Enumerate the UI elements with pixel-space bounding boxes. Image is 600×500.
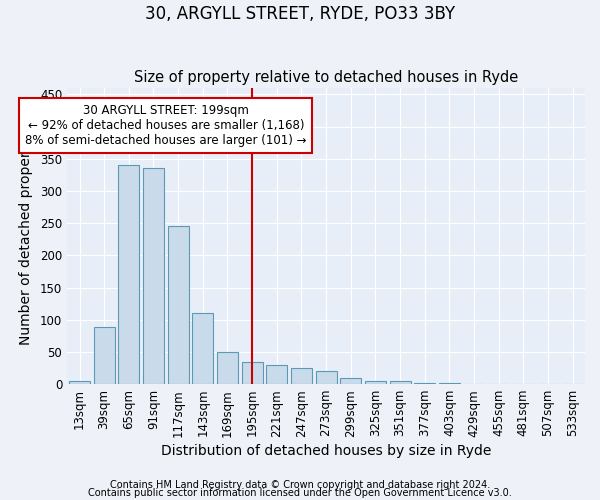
Text: Contains public sector information licensed under the Open Government Licence v3: Contains public sector information licen… [88, 488, 512, 498]
Text: 30 ARGYLL STREET: 199sqm
← 92% of detached houses are smaller (1,168)
8% of semi: 30 ARGYLL STREET: 199sqm ← 92% of detach… [25, 104, 307, 147]
Bar [365, 381, 386, 384]
Bar [291, 368, 312, 384]
Bar [193, 314, 213, 384]
Bar [69, 381, 90, 384]
Text: 30, ARGYLL STREET, RYDE, PO33 3BY: 30, ARGYLL STREET, RYDE, PO33 3BY [145, 5, 455, 23]
Title: Size of property relative to detached houses in Ryde: Size of property relative to detached ho… [134, 70, 518, 86]
Bar [118, 166, 139, 384]
Text: Contains HM Land Registry data © Crown copyright and database right 2024.: Contains HM Land Registry data © Crown c… [110, 480, 490, 490]
Bar [217, 352, 238, 384]
Bar [143, 168, 164, 384]
Bar [414, 383, 435, 384]
Bar [340, 378, 361, 384]
Bar [266, 365, 287, 384]
Bar [167, 226, 188, 384]
Y-axis label: Number of detached properties: Number of detached properties [19, 126, 33, 346]
Bar [242, 362, 263, 384]
Bar [316, 371, 337, 384]
Bar [389, 382, 410, 384]
Bar [94, 328, 115, 384]
X-axis label: Distribution of detached houses by size in Ryde: Distribution of detached houses by size … [161, 444, 491, 458]
